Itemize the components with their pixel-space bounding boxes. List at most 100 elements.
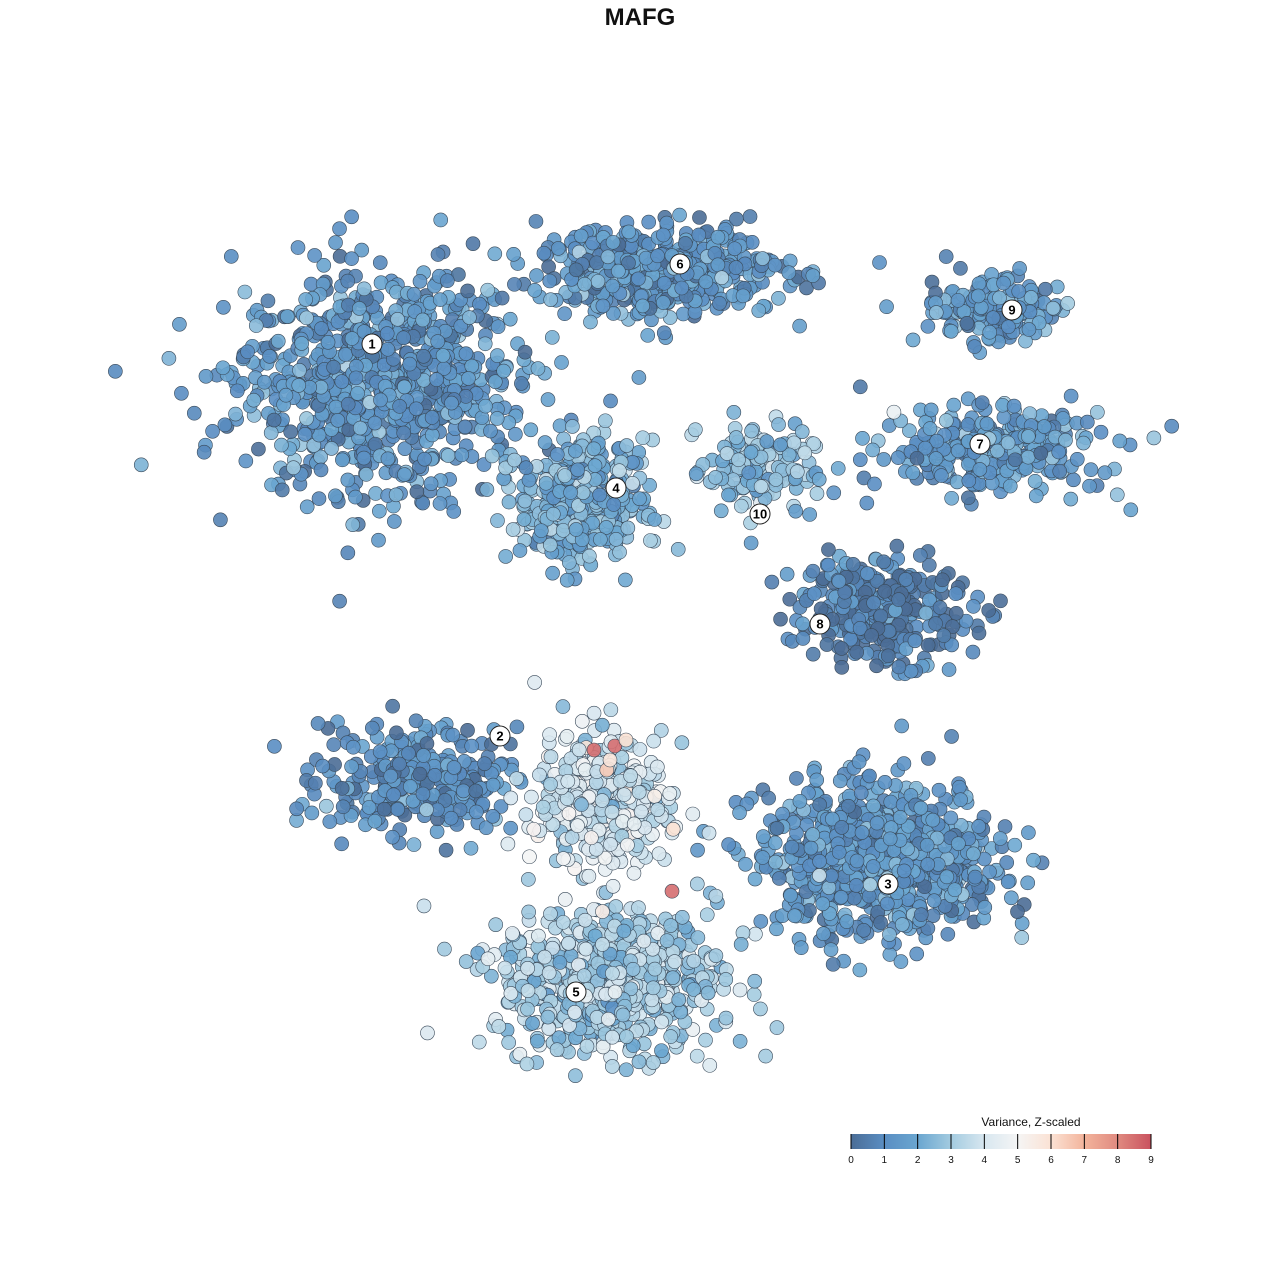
data-point <box>471 1034 487 1050</box>
data-point <box>299 411 314 426</box>
data-point <box>322 814 338 829</box>
data-point <box>806 586 822 602</box>
data-point <box>396 425 412 441</box>
data-point <box>545 565 560 581</box>
data-point <box>654 1043 669 1058</box>
data-point <box>509 719 525 735</box>
data-point <box>542 727 557 742</box>
data-point <box>928 451 944 466</box>
data-point <box>479 482 495 497</box>
data-point <box>356 450 372 466</box>
data-point <box>358 467 374 482</box>
data-point <box>432 496 448 511</box>
data-point <box>802 507 817 522</box>
data-point <box>517 493 533 509</box>
data-point <box>429 372 444 387</box>
data-point <box>498 549 513 564</box>
data-point <box>570 462 585 478</box>
data-point <box>307 248 322 263</box>
data-point <box>344 209 359 225</box>
data-point <box>812 797 827 812</box>
data-point <box>992 831 1008 846</box>
data-point <box>500 836 516 852</box>
data-point <box>849 644 865 660</box>
data-point <box>1123 502 1139 518</box>
data-point <box>636 933 652 949</box>
data-point <box>803 840 819 856</box>
data-point <box>525 1016 540 1031</box>
data-point <box>397 467 412 482</box>
data-point <box>727 241 742 257</box>
data-point <box>389 725 404 741</box>
data-point <box>496 363 511 379</box>
data-point <box>783 888 798 903</box>
data-point <box>944 729 959 744</box>
data-point <box>274 482 290 498</box>
data-point <box>299 310 314 326</box>
data-point <box>747 973 763 989</box>
data-point <box>532 767 547 783</box>
data-point <box>603 393 618 409</box>
data-point <box>440 448 456 463</box>
data-point <box>849 853 865 869</box>
data-point <box>409 484 425 499</box>
data-point <box>981 603 997 618</box>
data-point <box>896 756 912 771</box>
data-point <box>319 798 334 814</box>
data-point <box>605 1029 620 1045</box>
data-point <box>718 1010 734 1026</box>
data-point <box>743 535 759 551</box>
data-point <box>768 472 784 487</box>
data-point <box>380 451 396 467</box>
data-point <box>641 214 657 230</box>
data-point <box>464 738 479 754</box>
data-point <box>985 310 1001 326</box>
data-point <box>773 611 788 627</box>
data-point <box>935 572 950 588</box>
data-point <box>490 319 506 335</box>
data-point <box>832 773 848 789</box>
data-point <box>647 512 662 527</box>
data-point <box>416 898 432 914</box>
data-point <box>368 486 383 501</box>
data-point <box>415 786 431 802</box>
data-point <box>133 457 149 473</box>
data-point <box>640 328 656 343</box>
data-point <box>324 441 339 456</box>
data-point <box>238 453 254 469</box>
data-point <box>943 810 959 826</box>
data-point <box>583 314 598 330</box>
data-point <box>480 951 496 967</box>
data-point <box>493 799 509 814</box>
data-point <box>402 356 418 372</box>
data-point <box>520 961 535 976</box>
data-point <box>537 435 553 450</box>
data-point <box>714 270 730 286</box>
data-point <box>761 790 776 806</box>
data-point <box>940 926 956 942</box>
data-point <box>1146 430 1162 446</box>
data-point <box>491 1019 507 1034</box>
data-point <box>979 416 995 432</box>
data-point <box>172 317 187 332</box>
data-point <box>297 427 313 442</box>
data-point <box>542 273 558 289</box>
data-point <box>922 421 938 436</box>
data-point <box>805 646 821 662</box>
data-point <box>877 583 893 599</box>
data-point <box>354 242 369 258</box>
data-point <box>385 829 400 845</box>
data-point <box>501 494 517 510</box>
data-point <box>483 423 498 439</box>
data-point <box>519 1056 535 1072</box>
data-point <box>946 397 962 413</box>
data-point <box>809 486 825 501</box>
data-point <box>523 422 539 438</box>
data-point <box>692 210 707 225</box>
data-point <box>587 458 603 473</box>
data-point <box>674 280 690 296</box>
data-point <box>856 922 871 938</box>
data-point <box>286 460 301 476</box>
data-point <box>1004 890 1019 906</box>
data-point <box>833 890 849 905</box>
